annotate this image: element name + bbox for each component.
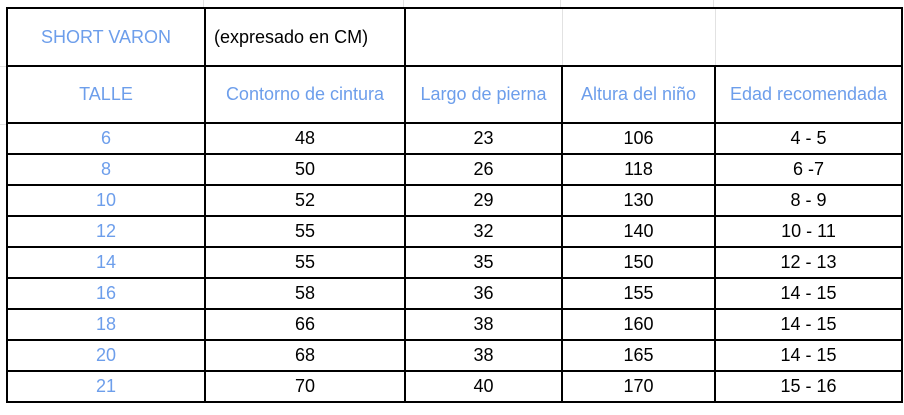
cell-altura[interactable]: 150 (561, 246, 716, 279)
table-title[interactable]: SHORT VARON (6, 7, 206, 67)
cell-contorno[interactable]: 52 (204, 184, 406, 217)
empty-cell[interactable] (561, 7, 716, 67)
cell-largo[interactable]: 29 (404, 184, 563, 217)
cell-edad[interactable]: 10 - 11 (714, 215, 903, 248)
header-row: TALLE Contorno de cintura Largo de piern… (6, 65, 903, 124)
cell-largo[interactable]: 35 (404, 246, 563, 279)
table-row: 21 70 40 170 15 - 16 (6, 370, 903, 403)
cell-contorno[interactable]: 55 (204, 215, 406, 248)
cell-largo[interactable]: 32 (404, 215, 563, 248)
header-altura[interactable]: Altura del niño (561, 65, 716, 124)
cell-contorno[interactable]: 66 (204, 308, 406, 341)
table-row: 16 58 36 155 14 - 15 (6, 277, 903, 310)
cell-edad[interactable]: 4 - 5 (714, 122, 903, 155)
cell-altura[interactable]: 170 (561, 370, 716, 403)
gridline (403, 0, 404, 8)
gridline (713, 0, 714, 8)
cell-largo[interactable]: 26 (404, 153, 563, 186)
cell-altura[interactable]: 130 (561, 184, 716, 217)
cell-altura[interactable]: 106 (561, 122, 716, 155)
cell-contorno[interactable]: 55 (204, 246, 406, 279)
cell-largo[interactable]: 40 (404, 370, 563, 403)
cell-edad[interactable]: 14 - 15 (714, 308, 903, 341)
table-row: 10 52 29 130 8 - 9 (6, 184, 903, 217)
cell-largo[interactable]: 38 (404, 308, 563, 341)
header-edad[interactable]: Edad recomendada (714, 65, 903, 124)
table-row: 6 48 23 106 4 - 5 (6, 122, 903, 155)
gridline (0, 124, 6, 125)
cell-largo[interactable]: 36 (404, 277, 563, 310)
cell-largo[interactable]: 23 (404, 122, 563, 155)
cell-talle[interactable]: 16 (6, 277, 206, 310)
cell-edad[interactable]: 14 - 15 (714, 277, 903, 310)
cell-talle[interactable]: 20 (6, 339, 206, 372)
cell-talle[interactable]: 21 (6, 370, 206, 403)
cell-talle[interactable]: 8 (6, 153, 206, 186)
cell-edad[interactable]: 6 -7 (714, 153, 903, 186)
cell-edad[interactable]: 15 - 16 (714, 370, 903, 403)
cell-altura[interactable]: 140 (561, 215, 716, 248)
cell-altura[interactable]: 160 (561, 308, 716, 341)
table-row: 18 66 38 160 14 - 15 (6, 308, 903, 341)
cell-contorno[interactable]: 50 (204, 153, 406, 186)
cell-edad[interactable]: 8 - 9 (714, 184, 903, 217)
gridline (203, 0, 204, 8)
cell-altura[interactable]: 155 (561, 277, 716, 310)
cell-talle[interactable]: 12 (6, 215, 206, 248)
gridline (560, 0, 561, 8)
cell-altura[interactable]: 165 (561, 339, 716, 372)
table-row: 14 55 35 150 12 - 13 (6, 246, 903, 279)
cell-altura[interactable]: 118 (561, 153, 716, 186)
empty-cell[interactable] (714, 7, 903, 67)
cell-contorno[interactable]: 70 (204, 370, 406, 403)
cell-contorno[interactable]: 48 (204, 122, 406, 155)
header-talle[interactable]: TALLE (6, 65, 206, 124)
gridline (0, 66, 6, 67)
table-subtitle[interactable]: (expresado en CM) (204, 7, 406, 67)
header-contorno[interactable]: Contorno de cintura (204, 65, 406, 124)
cell-talle[interactable]: 6 (6, 122, 206, 155)
header-largo[interactable]: Largo de pierna (404, 65, 563, 124)
table-row: 20 68 38 165 14 - 15 (6, 339, 903, 372)
cell-edad[interactable]: 14 - 15 (714, 339, 903, 372)
empty-cell[interactable] (404, 7, 563, 67)
cell-largo[interactable]: 38 (404, 339, 563, 372)
cell-contorno[interactable]: 68 (204, 339, 406, 372)
title-row: SHORT VARON (expresado en CM) (6, 7, 903, 67)
cell-edad[interactable]: 12 - 13 (714, 246, 903, 279)
cell-talle[interactable]: 14 (6, 246, 206, 279)
cell-talle[interactable]: 10 (6, 184, 206, 217)
table-row: 8 50 26 118 6 -7 (6, 153, 903, 186)
cell-talle[interactable]: 18 (6, 308, 206, 341)
table-row: 12 55 32 140 10 - 11 (6, 215, 903, 248)
size-table: SHORT VARON (expresado en CM) TALLE Cont… (6, 7, 903, 403)
cell-contorno[interactable]: 58 (204, 277, 406, 310)
